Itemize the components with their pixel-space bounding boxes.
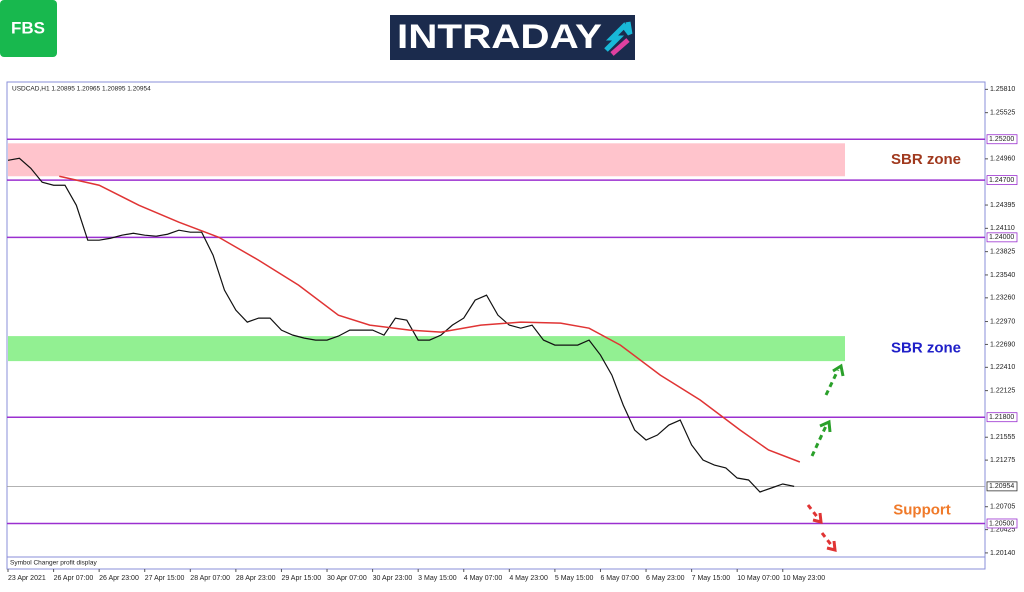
note: Symbol Changer profit display [10,560,97,567]
x-tick-label: 7 May 15:00 [692,575,731,582]
price-line [7,157,795,493]
x-tick-label: 4 May 07:00 [464,575,503,582]
x-tick-label: 26 Apr 07:00 [54,575,94,582]
level-label-box [986,175,1018,186]
moving-average [59,175,801,463]
y-tick-label: 1.20140 [990,550,1015,557]
y-tick-label: 1.22410 [990,364,1015,371]
x-tick-label: 4 May 23:00 [509,575,548,582]
level-label: 1.25200 [989,136,1014,143]
zone-label: SBR zone [891,151,961,168]
brand-box [390,15,635,60]
up-arrow [810,425,828,457]
last-price-label: 1.20954 [989,483,1014,490]
note-frame [6,556,986,570]
y-tick-label: 1.23260 [990,295,1015,302]
x-tick-label: 30 Apr 07:00 [327,575,367,582]
logo-box [0,0,57,57]
brand-arrow [604,21,633,52]
x-tick-label: 27 Apr 15:00 [145,575,185,582]
y-tick-label: 1.20425 [990,526,1015,533]
y-tick-label: 1.22690 [990,341,1015,348]
up-arrow-head [832,363,845,377]
x-tick-label: 30 Apr 23:00 [373,575,413,582]
chart-title: USDCAD,H1 1.20895 1.20965 1.20895 1.2095… [12,86,151,93]
down-arrow [806,504,820,519]
x-tick-label: 6 May 23:00 [646,575,685,582]
level-label: 1.20500 [989,520,1014,527]
annotation: Support [893,501,951,518]
logo: FBS [11,18,45,37]
level-label-box [986,518,1018,529]
y-tick-label: 1.24960 [990,156,1015,163]
x-tick-label: 10 May 23:00 [783,575,826,582]
brand-arrow [610,38,630,56]
last-price-box [986,481,1018,492]
up-arrow [824,369,840,396]
plot: SBR zone SBR zone 1.25810 1.25525 1.24960 1.2… [7,86,1018,582]
x-tick-label: 6 May 07:00 [600,575,639,582]
x-tick-label: 10 May 07:00 [737,575,780,582]
y-tick-label: 1.23540 [990,272,1015,279]
y-tick-label: 1.21275 [990,457,1015,464]
level-label-box [986,134,1018,145]
y-tick-label: 1.21555 [990,434,1015,441]
level-label-box [986,232,1018,243]
x-tick-label: 23 Apr 2021 [8,575,46,582]
x-tick-label: 29 Apr 15:00 [281,575,321,582]
x-tick-label: 3 May 15:00 [418,575,457,582]
zone-label: SBR zone [891,340,961,357]
level-label-box [986,412,1018,423]
y-tick-label: 1.24110 [990,225,1015,232]
level-label: 1.24000 [989,234,1014,241]
down-arrow-head [826,540,837,552]
down-arrow [820,532,834,547]
level-label: 1.21800 [989,414,1014,421]
y-tick-label: 1.25525 [990,110,1015,117]
y-tick-label: 1.22125 [990,387,1015,394]
brand: INTRADAY [397,18,602,56]
y-tick-label: 1.22970 [990,318,1015,325]
x-tick-label: 28 Apr 07:00 [190,575,230,582]
down-arrow-head [812,512,823,524]
x-tick-label: 28 Apr 23:00 [236,575,276,582]
level-label: 1.24700 [989,177,1014,184]
y-tick-label: 1.23825 [990,248,1015,255]
y-tick-label: 1.25810 [990,86,1015,93]
y-tick-label: 1.20705 [990,504,1015,511]
x-tick-label: 26 Apr 23:00 [99,575,139,582]
up-arrow-head [819,419,832,433]
zone [8,143,845,177]
x-tick-label: 5 May 15:00 [555,575,594,582]
y-tick-label: 1.24395 [990,202,1015,209]
